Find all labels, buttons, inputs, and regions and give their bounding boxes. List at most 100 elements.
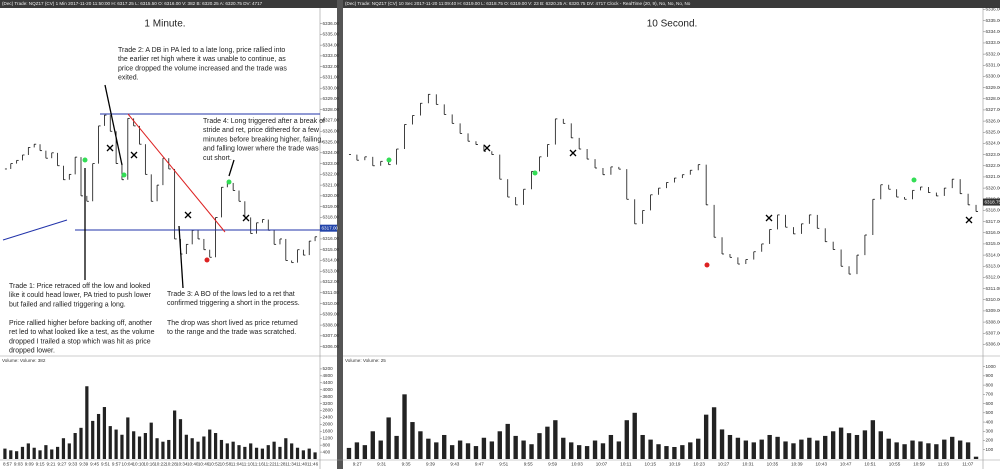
price-bar [904, 197, 907, 200]
price-tick-label: 6308.00 [323, 322, 340, 327]
volume-bar [521, 440, 526, 459]
price-bar [753, 251, 756, 260]
time-label: 9:55 [524, 462, 533, 467]
price-bar [372, 156, 375, 167]
price-bar [801, 223, 804, 234]
annotation-line: dropped lower. [9, 348, 55, 355]
volume-bar [85, 386, 89, 459]
time-label: 10:28 [165, 462, 177, 467]
time-label: 9:03 [14, 462, 23, 467]
annotation-line: Price rallied higher before backing off,… [9, 320, 153, 327]
volume-bar [254, 447, 259, 459]
price-bar [197, 230, 201, 240]
time-label: 10:03 [571, 462, 583, 467]
volume-bar [15, 451, 19, 459]
annotation-line: ret led to what looked like a test, as t… [9, 329, 155, 336]
volume-bar [902, 444, 907, 459]
volume-bar [362, 445, 368, 459]
annotation-line: like it could head lower, PA tried to pu… [9, 292, 152, 299]
price-bar [594, 159, 598, 169]
price-bar [951, 178, 955, 189]
volume-bar [44, 445, 48, 459]
price-tick-label: 6326.00 [323, 128, 340, 133]
panel-title: 10 Second. [647, 19, 698, 30]
splitter [337, 0, 343, 469]
volume-tick-label: 400 [323, 449, 331, 454]
volume-bar [711, 407, 717, 459]
annotation-line: stride and ret, price dithered for a few [203, 127, 320, 134]
price-bar [121, 163, 124, 181]
time-label: 10:27 [718, 462, 730, 467]
price-tick-label: 6323.00 [323, 161, 340, 166]
price-tick-label: 6331.00 [986, 63, 1000, 68]
volume-bar [346, 447, 352, 459]
last-price-label: 6317.00 [322, 225, 339, 230]
volume-bar [120, 434, 124, 459]
volume-tick-label: 4800 [323, 373, 334, 378]
time-label: 9:21 [47, 462, 56, 467]
price-bar [769, 229, 772, 244]
time-label: 10:19 [669, 462, 681, 467]
price-bar [203, 238, 206, 251]
price-tick-label: 6332.00 [986, 51, 1000, 56]
price-bar [144, 144, 148, 175]
price-bar [308, 240, 312, 256]
price-bar [104, 114, 107, 126]
annotation-line: Trade 3: A BO of the lows led to a ret t… [167, 291, 295, 298]
volume-label: Volume: Volume: 382 [2, 358, 46, 363]
volume-bar [513, 435, 518, 459]
volume-bar [378, 440, 383, 459]
price-bar [848, 266, 852, 275]
price-bar [793, 227, 796, 235]
price-tick-label: 6336.00 [323, 21, 340, 26]
price-tick-label: 6309.00 [986, 308, 1000, 313]
time-label: 10:52 [209, 462, 221, 467]
price-tick-label: 6321.00 [986, 174, 1000, 179]
annotation-line: to the range and the trade was scratched… [167, 329, 296, 336]
volume-bar [3, 448, 7, 459]
time-label: 11:46 [307, 462, 319, 467]
volume-bar [202, 436, 206, 459]
price-tick-label: 6316.00 [323, 236, 340, 241]
price-tick-label: 6329.00 [323, 96, 340, 101]
price-bar [586, 149, 590, 160]
volume-bar [696, 438, 701, 459]
price-tick-label: 6318.00 [323, 215, 340, 220]
time-label: 11:16 [252, 462, 264, 467]
volume-bar [965, 442, 971, 459]
volume-bar [910, 440, 915, 459]
price-bar [554, 118, 558, 145]
price-bar [920, 186, 923, 191]
price-bar [16, 159, 19, 164]
price-tick-label: 6326.00 [986, 118, 1000, 123]
volume-bar [278, 446, 282, 459]
price-tick-label: 6330.00 [986, 74, 1000, 79]
volume-bar [743, 440, 749, 459]
price-tick-label: 6318.00 [986, 208, 1000, 213]
price-tick-label: 6327.00 [986, 107, 1000, 112]
price-bar [174, 168, 177, 240]
time-label: 9:51 [499, 462, 508, 467]
volume-bar [442, 434, 447, 459]
volume-bar [26, 443, 30, 459]
volume-bar [272, 441, 276, 459]
volume-bar [624, 420, 629, 459]
volume-bar [600, 443, 606, 459]
price-bar [650, 194, 653, 211]
volume-bar [481, 437, 487, 459]
volume-bar [313, 452, 317, 459]
price-tick-label: 6311.00 [986, 286, 1000, 291]
volume-bar [632, 412, 637, 459]
price-tick-label: 6333.00 [323, 53, 340, 58]
volume-bar [196, 441, 200, 459]
price-bar [27, 147, 31, 155]
price-bar [777, 214, 780, 230]
price-bar [427, 93, 431, 104]
annotation-line: cut short. [203, 155, 232, 162]
volume-bar [284, 438, 288, 459]
annotation-line: minutes before breaking higher, failing, [203, 136, 323, 143]
volume-bar [561, 437, 566, 459]
volume-bar [870, 420, 876, 459]
volume-bar [354, 442, 360, 459]
volume-bar [918, 441, 923, 459]
